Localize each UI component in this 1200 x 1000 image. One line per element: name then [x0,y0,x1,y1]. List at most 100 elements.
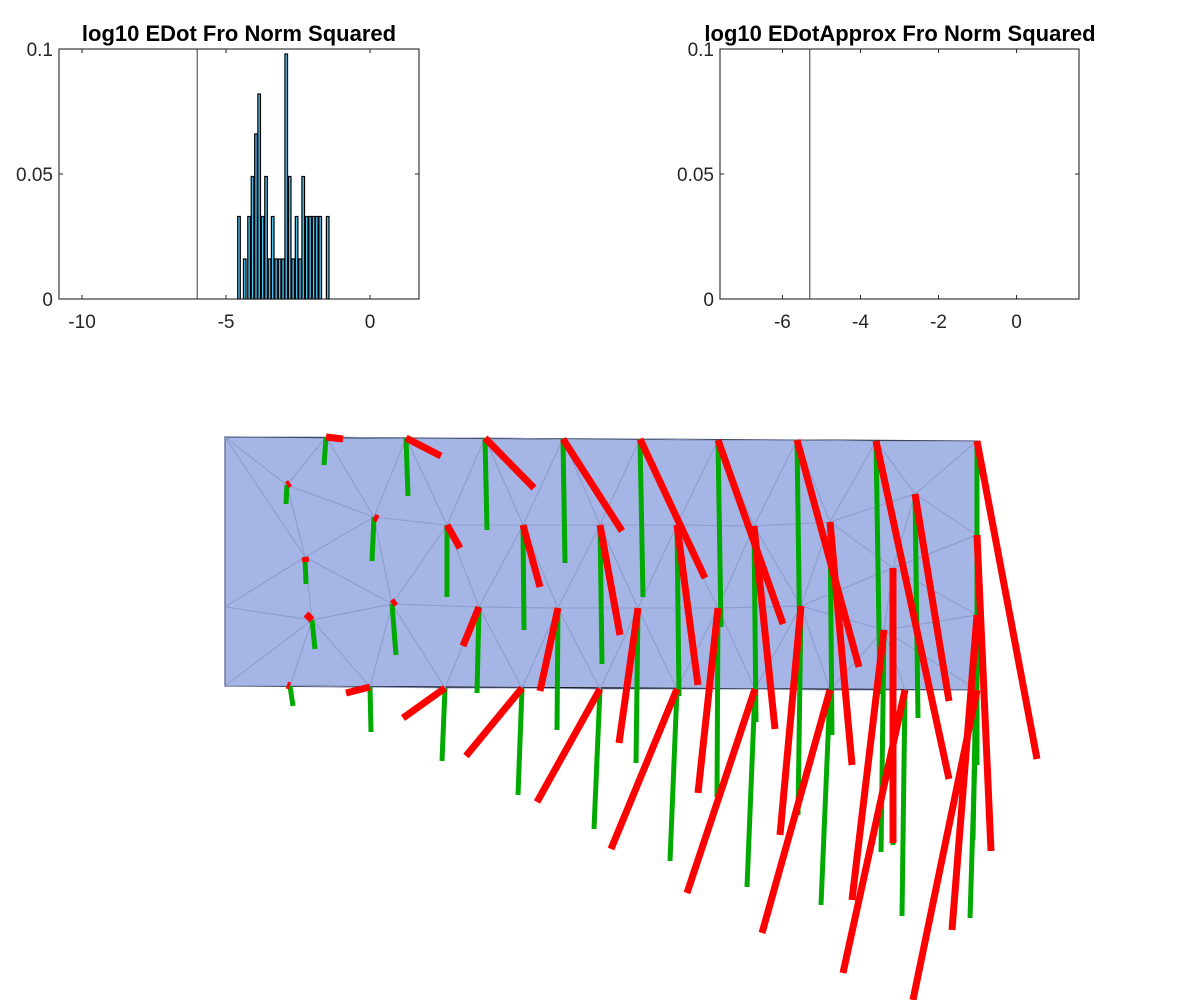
red-vector [839,689,909,974]
histogram-bar [298,258,302,300]
green-vector [389,603,399,656]
histogram-bar [237,215,241,300]
red-vector [301,556,310,563]
histogram-bar [274,258,279,300]
histogram-bar [260,215,265,300]
histogram-bar [318,215,323,300]
histogram-bar [257,93,262,300]
red-vector [973,534,995,852]
x-tick-label: -2 [930,312,947,333]
green-vector [439,687,448,762]
red-vector [389,598,399,607]
histogram-bar [301,175,306,300]
x-tick-label: -5 [218,312,235,333]
green-vector [591,688,603,830]
mesh-deformation-plot [223,433,1041,1000]
red-vector [533,687,604,804]
red-vector [750,525,779,730]
histogram-edot-axes: log10 EDot Fro Norm Squared -10 -5 0 0 0.05 0… [16,21,420,333]
mesh-triangle [521,606,601,690]
histogram-bar [311,215,316,300]
x-tick-label: 0 [1011,312,1022,333]
axes-frame [58,48,420,300]
red-vector [758,689,834,934]
green-vector [560,438,568,564]
green-vector [744,688,758,888]
tick-labels: -10 -5 0 0 0.05 0.1 [16,40,375,333]
histogram-bar [308,215,313,300]
red-vector [463,685,525,759]
red-vector [443,523,464,550]
histogram-bar [247,215,251,300]
red-vector [519,524,544,588]
green-vector [818,689,833,906]
red-vector [560,437,625,533]
green-vector [597,524,605,665]
red-vector [345,683,371,697]
x-tick-label: -6 [774,312,791,333]
green-vector [367,686,374,733]
histogram-bar [287,175,292,300]
red-vector [714,438,787,626]
x-tick-label: -4 [852,312,869,333]
red-vector [911,493,953,702]
green-vector [309,619,318,650]
red-vector [793,439,863,668]
tick-labels: -6 -4 -2 0 0 0.05 0.1 [677,40,1022,333]
green-vector [283,484,290,505]
histogram-bar [304,215,309,300]
red-vector [325,433,344,443]
green-vector [482,437,490,531]
histogram-bar [281,258,285,300]
green-vector [967,689,980,919]
red-vector [826,521,856,766]
red-vector [948,614,981,931]
histogram-bar [270,215,275,300]
mesh-triangle [369,602,446,689]
green-vector [637,438,646,598]
green-vector [715,439,724,628]
red-vector [400,685,448,721]
histogram-bar [284,53,289,300]
histogram-bar [294,215,299,300]
red-vector [482,435,537,491]
green-vector [899,689,908,917]
red-vector [404,434,443,460]
histogram-bar [264,175,268,300]
red-vector [303,611,315,623]
red-vector [372,513,380,523]
histogram-bar [267,258,272,300]
histogram-bar [291,258,296,300]
red-vectors [285,433,1041,1000]
histogram-edot-bars [196,49,330,300]
red-vector [285,480,292,488]
histogram-edotapprox-axes: log10 EDotApprox Fro Norm Squared -6 -4 -2… [677,21,1096,333]
x-tick-label: 0 [365,312,376,333]
red-vector [673,524,702,686]
mesh-triangle [289,619,372,688]
green-vector [554,607,561,731]
chart-title-edotapprox: log10 EDotApprox Fro Norm Squared [704,21,1095,46]
green-vector [515,687,525,796]
mesh-triangle [444,605,523,689]
histogram-bar [277,258,282,300]
y-tick-label: 0 [42,290,53,311]
histogram-bar [254,133,258,300]
red-vector [973,440,1041,760]
y-tick-label: 0 [703,290,714,311]
red-vector [872,440,953,780]
red-vector [607,687,681,851]
red-vector [285,681,292,690]
chart-title-edot: log10 EDot Fro Norm Squared [82,21,396,46]
axes-frame [719,48,1080,300]
red-vector [848,629,888,901]
green-vector [287,685,296,707]
green-vector [520,524,527,631]
histogram-bar [314,215,319,300]
red-vector [615,607,642,744]
red-vector [459,605,483,648]
histogram-bar [242,258,247,300]
y-tick-label: 0.1 [27,40,53,61]
red-vector [636,437,709,580]
